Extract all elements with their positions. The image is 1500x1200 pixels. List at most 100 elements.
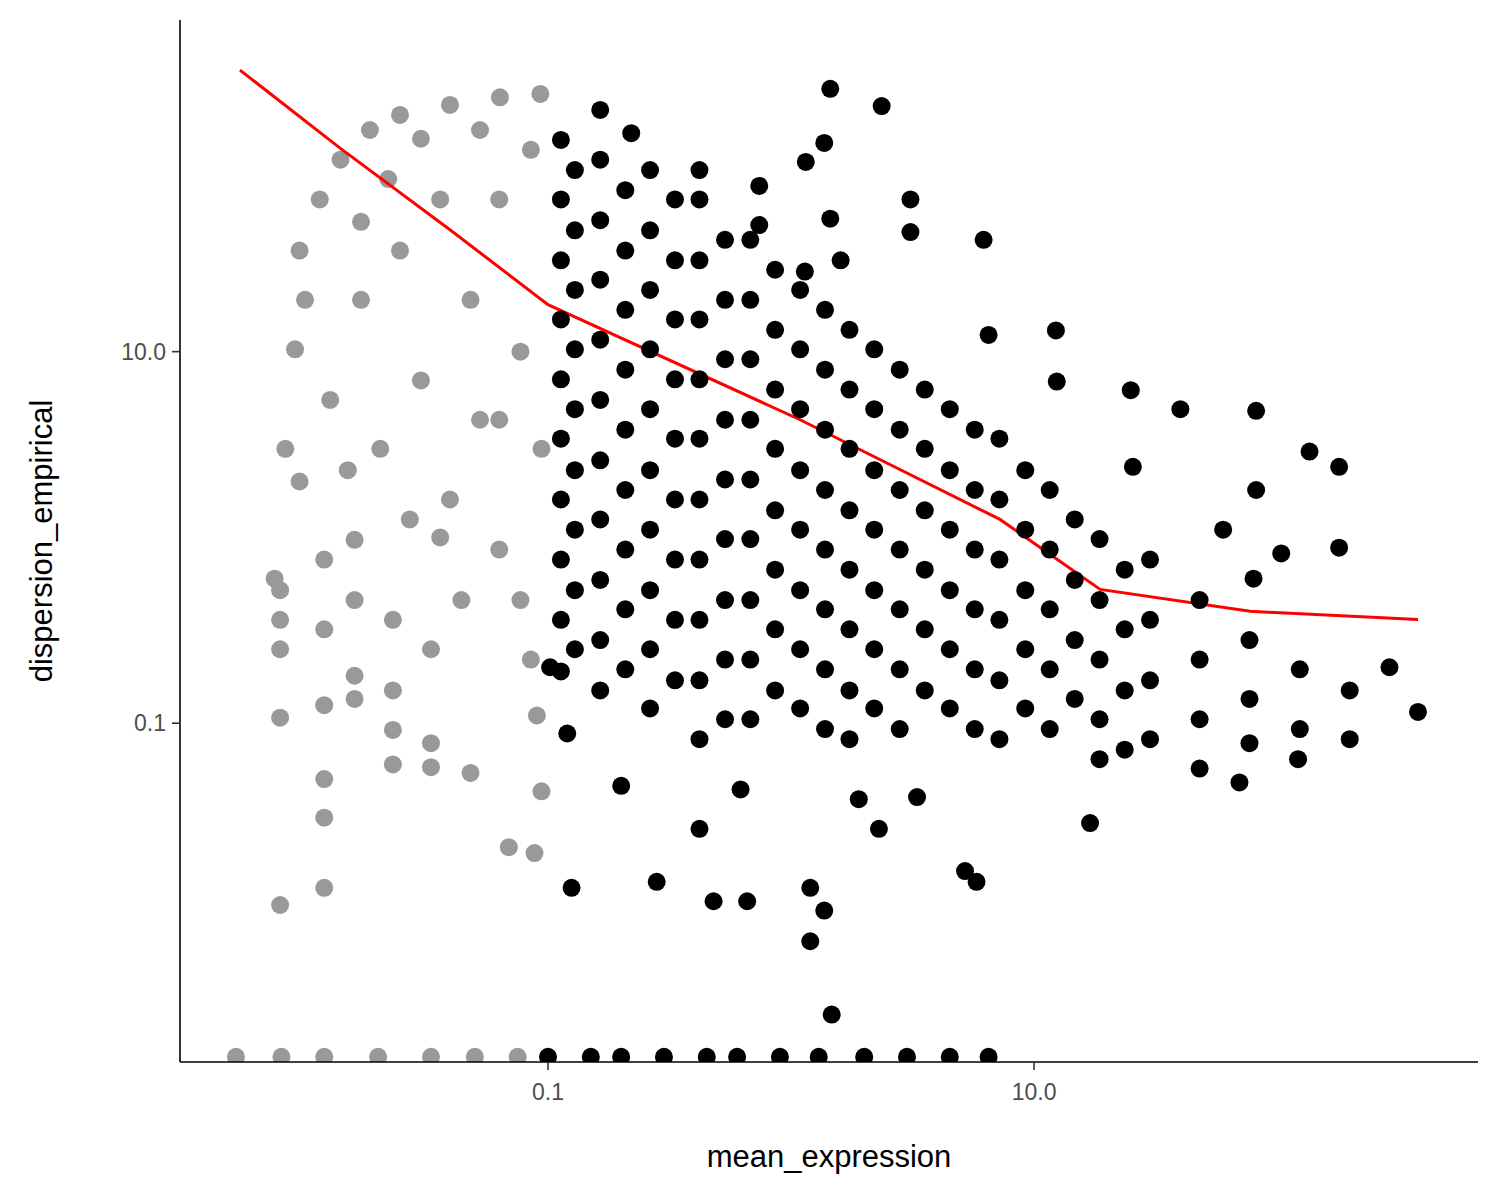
point <box>1230 773 1248 791</box>
point <box>552 370 570 388</box>
point <box>511 591 529 609</box>
point <box>1245 570 1263 588</box>
point <box>552 662 570 680</box>
point <box>941 400 959 418</box>
point <box>371 440 389 458</box>
point <box>412 371 430 389</box>
point <box>271 640 289 658</box>
point <box>1066 571 1084 589</box>
point <box>422 734 440 752</box>
point <box>766 681 784 699</box>
point <box>1191 591 1209 609</box>
point <box>271 709 289 727</box>
point <box>1341 681 1359 699</box>
point <box>823 1006 841 1024</box>
point <box>741 350 759 368</box>
point <box>431 528 449 546</box>
point <box>690 251 708 269</box>
point <box>591 510 609 528</box>
point <box>916 501 934 519</box>
point <box>1240 734 1258 752</box>
point <box>346 531 364 549</box>
point <box>641 581 659 599</box>
point <box>641 400 659 418</box>
point <box>840 561 858 579</box>
point <box>566 461 584 479</box>
point <box>622 124 640 142</box>
point <box>1141 730 1159 748</box>
point <box>291 242 309 260</box>
point <box>346 667 364 685</box>
point <box>741 591 759 609</box>
point <box>1041 600 1059 618</box>
point <box>1247 481 1265 499</box>
point <box>816 720 834 738</box>
point <box>1116 741 1134 759</box>
point <box>391 106 409 124</box>
point <box>558 724 576 742</box>
point <box>552 490 570 508</box>
point <box>750 177 768 195</box>
point <box>1141 671 1159 689</box>
point <box>766 561 784 579</box>
point <box>286 340 304 358</box>
point <box>815 902 833 920</box>
point <box>732 780 750 798</box>
point <box>690 611 708 629</box>
point <box>441 490 459 508</box>
point <box>941 1048 959 1062</box>
point <box>1091 530 1109 548</box>
point <box>1214 521 1232 539</box>
point <box>412 130 430 148</box>
point <box>1341 730 1359 748</box>
point <box>616 242 634 260</box>
plot-area <box>227 70 1427 1062</box>
point <box>666 430 684 448</box>
point <box>641 340 659 358</box>
point <box>616 541 634 559</box>
point <box>1066 631 1084 649</box>
y-tick <box>172 722 180 724</box>
point <box>1291 660 1309 678</box>
point <box>990 490 1008 508</box>
point <box>291 472 309 490</box>
point <box>1066 510 1084 528</box>
point <box>666 310 684 328</box>
point <box>891 660 909 678</box>
point <box>566 581 584 599</box>
point <box>865 461 883 479</box>
point <box>591 391 609 409</box>
point <box>384 721 402 739</box>
point <box>870 820 888 838</box>
y-tick-label: 10.0 <box>121 339 166 365</box>
point <box>422 1048 440 1062</box>
point <box>490 541 508 559</box>
point <box>276 440 294 458</box>
point <box>968 873 986 891</box>
point <box>1081 814 1099 832</box>
point <box>705 892 723 910</box>
x-tick <box>1033 1062 1035 1070</box>
point <box>591 151 609 169</box>
point <box>1066 690 1084 708</box>
point <box>891 361 909 379</box>
point <box>591 631 609 649</box>
point <box>616 181 634 199</box>
point <box>441 96 459 114</box>
point <box>898 1048 916 1062</box>
point <box>816 600 834 618</box>
point <box>865 340 883 358</box>
point <box>369 1048 387 1062</box>
point <box>716 411 734 429</box>
point <box>1240 631 1258 649</box>
point <box>1141 611 1159 629</box>
point <box>716 231 734 249</box>
point <box>666 490 684 508</box>
point <box>990 611 1008 629</box>
point <box>1330 458 1348 476</box>
point <box>666 370 684 388</box>
point <box>791 281 809 299</box>
point <box>690 671 708 689</box>
point <box>315 770 333 788</box>
point <box>821 210 839 228</box>
